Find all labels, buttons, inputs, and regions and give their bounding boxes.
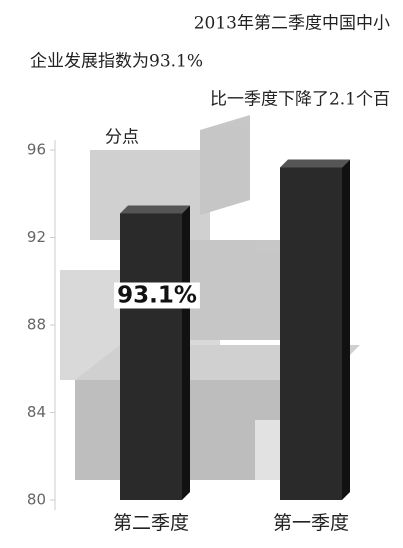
bar-side (182, 205, 190, 500)
bar (280, 167, 342, 500)
chart-title: 企业发展指数为93.1% (30, 52, 203, 72)
bar (120, 213, 182, 500)
chart-title: 2013年第二季度中国中小 (194, 14, 390, 34)
chart-title: 比一季度下降了2.1个百 (210, 90, 390, 110)
bar-top (280, 159, 350, 168)
value-label-bg (114, 282, 200, 309)
value-label: 93.1% (117, 283, 197, 309)
y-tick-label: 96 (27, 141, 46, 159)
y-tick-label: 84 (27, 403, 46, 421)
bar-top (120, 205, 190, 214)
y-tick-label: 88 (27, 316, 46, 334)
y-tick-label: 80 (27, 491, 46, 509)
y-tick-label: 92 (27, 228, 46, 246)
x-tick-label: 第二季度 (113, 512, 189, 534)
x-tick-label: 第一季度 (273, 512, 349, 534)
chart-title: 分点 (105, 128, 139, 148)
bar-side (342, 159, 350, 500)
